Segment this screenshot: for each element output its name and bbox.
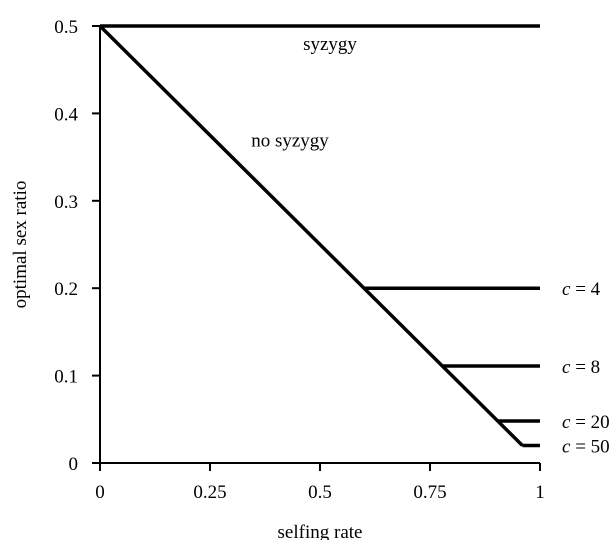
series-layer	[98, 24, 540, 448]
labels: syzygy no syzygy c = 4 c = 8 c = 20 c = 50	[251, 34, 609, 458]
end-label: c = 8	[562, 357, 600, 378]
x-tick-label: 0	[95, 482, 105, 503]
x-tick-label: 1	[535, 482, 545, 503]
y-tick-label: 0.2	[54, 279, 78, 300]
annotation-syzygy: syzygy	[303, 34, 357, 55]
series-line	[98, 24, 524, 447]
annotation-no-syzygy: no syzygy	[251, 131, 329, 152]
y-tick-label: 0	[69, 454, 79, 475]
x-axis-label: selfing rate	[278, 522, 363, 540]
x-tick-label: 0.5	[308, 482, 332, 503]
y-axis-label: optimal sex ratio	[10, 181, 31, 309]
y-tick-label: 0.3	[54, 192, 78, 213]
y-tick-label: 0.5	[54, 17, 78, 38]
ticks: 0 0.25 0.5 0.75 1 0 0.1 0.2 0.3 0.4 0.5	[54, 17, 545, 503]
x-tick-label: 0.75	[413, 482, 446, 503]
y-tick-label: 0.4	[54, 104, 78, 125]
x-tick-label: 0.25	[193, 482, 226, 503]
end-label: c = 4	[562, 279, 601, 300]
end-label: c = 20	[562, 412, 610, 433]
y-tick-label: 0.1	[54, 367, 78, 388]
end-label: c = 50	[562, 437, 610, 458]
